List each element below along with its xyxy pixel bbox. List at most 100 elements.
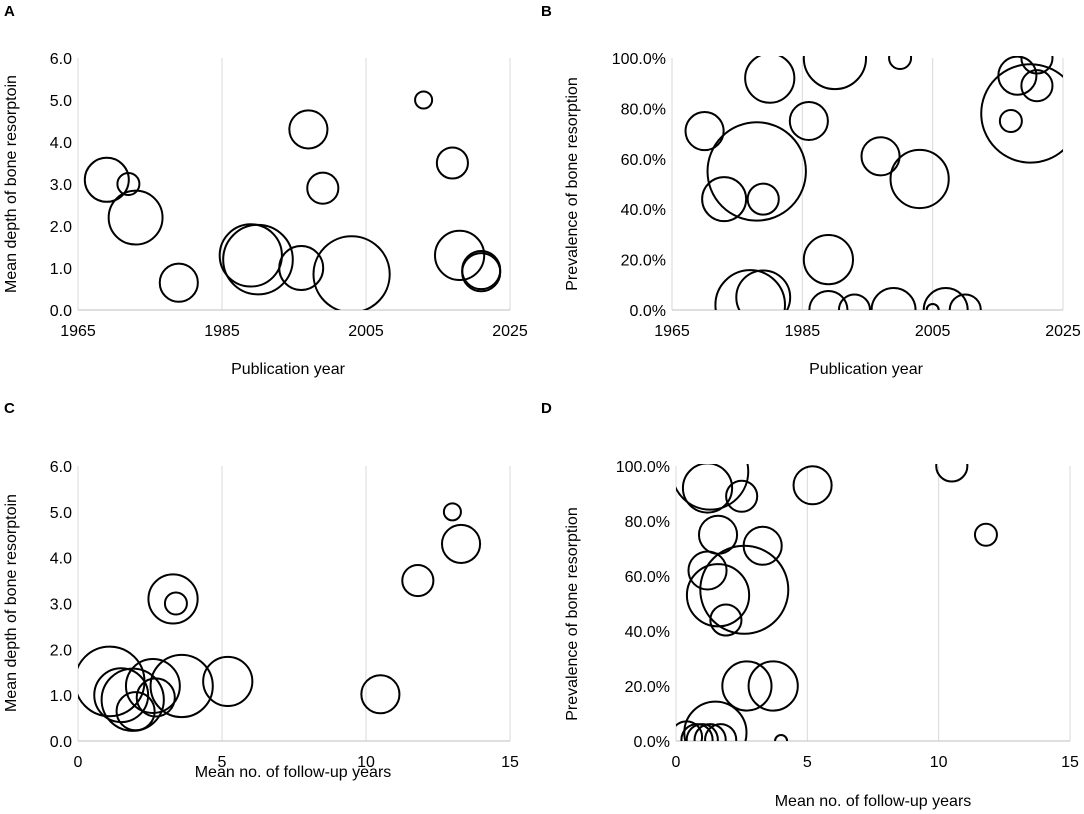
panel-b-bubble (870, 287, 917, 310)
panel-b-x-axis-label: Publication year (809, 361, 924, 378)
panel-b-bubble (735, 269, 792, 310)
panel-b-bubble (922, 287, 969, 310)
panel-b-bubble (948, 293, 982, 310)
panel-b-x-tick-label: 2025 (1045, 323, 1081, 340)
panel-d-bubble (685, 723, 719, 741)
panel-a-bubble (414, 90, 434, 110)
panel-b-bubble (684, 111, 725, 152)
panel-a-y-tick-label: 0.0 (50, 303, 72, 320)
panel-c: C Mean depth of bone resorptoin Mean no.… (3, 400, 519, 781)
panel-d-bubble (973, 522, 998, 547)
panel-b-y-tick-label: 40.0% (621, 202, 666, 219)
panel-c-y-axis-label: Mean depth of bone resorptoin (3, 494, 20, 712)
panel-d-y-tick-label: 60.0% (625, 569, 670, 586)
panel-c-x-tick-label: 15 (501, 754, 519, 771)
panel-b-bubble (837, 293, 872, 310)
panel-d-x-tick-label: 0 (672, 754, 681, 771)
panel-a-y-tick-label: 2.0 (50, 219, 72, 236)
panel-b-bubble (1020, 56, 1054, 75)
panel-b-y-tick-label: 80.0% (621, 101, 666, 118)
panel-a-x-tick-label: 2005 (348, 323, 384, 340)
panel-a-y-tick-label: 1.0 (50, 261, 72, 278)
panel-d-bubble (747, 660, 799, 712)
panel-b-bubble (889, 148, 950, 210)
panel-a-bubble (107, 189, 164, 246)
panel-d-x-tick-label: 5 (803, 754, 812, 771)
panel-d-bubble (687, 550, 728, 591)
panel-c-y-tick-label: 6.0 (50, 459, 72, 476)
panel-b-x-tick-label: 1985 (785, 323, 821, 340)
panel-d-bubble (676, 464, 750, 511)
panel-c-x-tick-label: 10 (357, 754, 375, 771)
panel-c-bubbles (78, 502, 482, 732)
panel-b-bubble (706, 121, 807, 222)
panel-c-y-tick-label: 5.0 (50, 505, 72, 522)
panel-a-x-tick-label: 1965 (60, 323, 96, 340)
panel-d-bubble (725, 479, 759, 513)
panel-a-x-axis-label: Publication year (231, 361, 346, 378)
panel-b-x-tick-label: 1965 (654, 323, 690, 340)
panel-a-x-tick-label: 1985 (204, 323, 240, 340)
panel-a-y-tick-label: 3.0 (50, 177, 72, 194)
panel-d-x-axis-label: Mean no. of follow-up years (775, 793, 972, 810)
panel-a: A Mean depth of bone resorptoin Publicat… (3, 3, 528, 378)
panel-b-y-tick-label: 20.0% (621, 253, 666, 270)
panel-d-bubble (721, 660, 773, 712)
panel-a-bubble (158, 262, 199, 303)
panel-a-y-tick-label: 4.0 (50, 135, 72, 152)
panel-c-y-tick-label: 0.0 (50, 734, 72, 751)
panel-d-bubble (792, 465, 833, 506)
panel-a-bubble (278, 245, 325, 291)
panel-c-bubble (440, 523, 482, 564)
panel-b-x-tick-label: 2005 (915, 323, 951, 340)
panel-c-y-tick-label: 4.0 (50, 551, 72, 568)
panel-d-bubbles (676, 464, 998, 741)
panel-b-bubble (744, 56, 796, 104)
panel-d: D Prevalence of bone resorption Mean no.… (541, 400, 1079, 810)
panel-a-bubble (222, 223, 294, 296)
panel-b-bubble (714, 269, 786, 310)
panel-d-y-tick-label: 20.0% (625, 679, 670, 696)
panel-d-bubble (685, 563, 751, 628)
panel-b-y-tick-label: 60.0% (621, 152, 666, 169)
panel-c-bubble (442, 502, 462, 522)
panel-a-y-axis-label: Mean depth of bone resorptoin (3, 75, 20, 293)
panel-c-bubble (135, 677, 176, 718)
panel-d-y-tick-label: 80.0% (625, 514, 670, 531)
panel-a-bubble (306, 171, 340, 205)
panel-c-bubble (360, 674, 401, 715)
panel-b-bubble (808, 289, 849, 310)
panel-d-y-axis-label: Prevalence of bone resorption (564, 507, 581, 720)
panel-b-bubble (802, 234, 854, 286)
panel-a-bubble (288, 109, 329, 150)
panel-c-bubble (147, 573, 199, 625)
panel-d-bubble (774, 733, 789, 741)
panel-c-letter: C (4, 400, 15, 417)
panel-a-x-tick-label: 2025 (492, 323, 528, 340)
panel-b-y-tick-label: 0.0% (630, 303, 666, 320)
panel-a-y-tick-label: 6.0 (50, 51, 72, 68)
panel-c-bubble (124, 658, 181, 714)
panel-d-bubble (709, 603, 743, 637)
panel-b-bubble (980, 63, 1063, 164)
panel-d-y-tick-label: 100.0% (616, 459, 670, 476)
panel-d-bubble (683, 700, 748, 741)
panel-b-bubble (788, 100, 829, 142)
panel-b-y-tick-label: 100.0% (612, 51, 666, 68)
panel-a-bubbles (83, 90, 502, 310)
panel-a-bubble (435, 146, 469, 180)
panel-a-bubble (312, 235, 391, 310)
panel-d-x-tick-label: 10 (930, 754, 948, 771)
panel-b-bubble (802, 56, 868, 91)
panel-d-bubble (693, 723, 727, 741)
panel-a-y-tick-label: 5.0 (50, 93, 72, 110)
panel-d-bubble (699, 544, 790, 635)
panel-c-x-axis-label: Mean no. of follow-up years (195, 764, 392, 781)
panel-b-bubble (701, 176, 748, 223)
panel-c-bubble (401, 564, 435, 598)
panel-a-letter: A (4, 3, 15, 20)
panel-b-letter: B (541, 3, 552, 20)
panel-b-bubble (888, 56, 913, 70)
panel-d-y-tick-label: 0.0% (634, 734, 670, 751)
panel-b-bubble (998, 109, 1023, 133)
